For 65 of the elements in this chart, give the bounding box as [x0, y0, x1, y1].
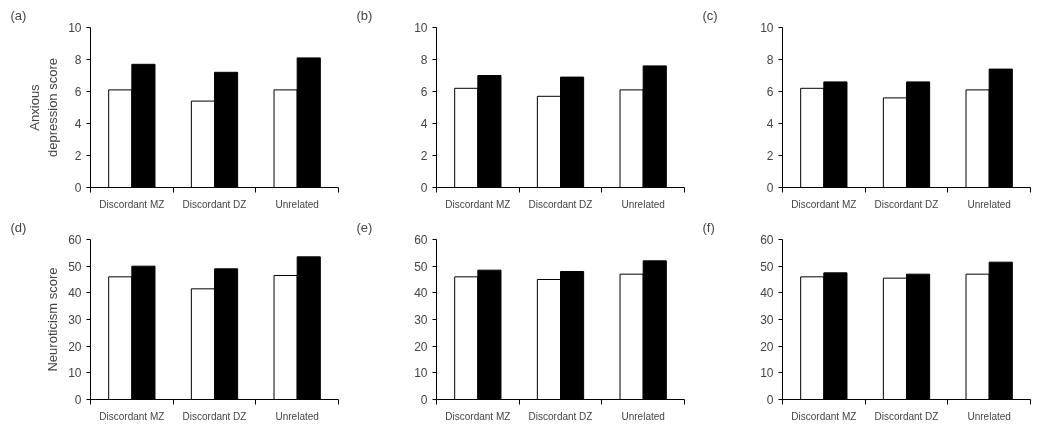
y-tick-label: 40 [414, 286, 428, 301]
x-tick-label: Discordant MZ [99, 410, 165, 422]
y-tick-label: 50 [760, 259, 774, 274]
y-axis-title: Anxious depression score [27, 58, 61, 157]
y-tick-label: 4 [766, 117, 774, 131]
y-tick-label: 0 [74, 393, 82, 407]
y-tick-label: 0 [74, 181, 82, 195]
y-tick-label: 50 [68, 259, 82, 274]
y-tick-label: 20 [68, 339, 82, 354]
y-tick-label: 40 [68, 286, 82, 301]
chart-title: (b) [356, 7, 373, 23]
x-tick-label: Discordant DZ [874, 198, 939, 210]
y-tick-label: 10 [760, 21, 774, 35]
y-tick-label: 2 [74, 149, 82, 163]
x-tick-label: Discordant MZ [445, 410, 511, 422]
y-tick-label: 8 [766, 53, 774, 67]
y-tick-label: 6 [420, 85, 428, 99]
chart-title: (a) [10, 7, 27, 23]
x-tick-label: Unrelated [967, 410, 1011, 422]
chart-title: (c) [702, 7, 718, 23]
x-tick-label: Unrelated [275, 198, 319, 210]
y-tick-label: 10 [68, 366, 82, 381]
y-tick-label: 0 [420, 393, 428, 407]
y-tick-label: 60 [414, 233, 428, 247]
chart-title: (d) [10, 219, 27, 235]
y-tick-label: 8 [74, 53, 82, 67]
y-tick-label: 0 [766, 393, 774, 407]
y-tick-label: 50 [414, 259, 428, 274]
y-axis-title: Neuroticism score [45, 267, 61, 372]
chart-title: (f) [702, 219, 715, 235]
x-tick-label: Discordant DZ [182, 410, 247, 422]
x-tick-label: Unrelated [275, 410, 319, 422]
y-tick-label: 10 [414, 366, 428, 381]
y-tick-label: 0 [420, 181, 428, 195]
x-tick-label: Discordant DZ [528, 410, 593, 422]
y-tick-label: 40 [760, 286, 774, 301]
y-tick-label: 30 [760, 313, 774, 327]
y-tick-label: 0 [766, 181, 774, 195]
y-tick-label: 6 [74, 85, 82, 99]
chart-title: (e) [356, 219, 373, 235]
x-tick-label: Discordant MZ [445, 198, 511, 210]
y-tick-label: 10 [414, 21, 428, 35]
x-tick-label: Discordant MZ [99, 198, 165, 210]
y-tick-label: 2 [420, 149, 428, 163]
x-tick-label: Discordant DZ [182, 198, 247, 210]
y-tick-label: 60 [68, 233, 82, 247]
x-tick-label: Discordant DZ [874, 410, 939, 422]
x-tick-label: Unrelated [621, 410, 665, 422]
x-tick-label: Discordant MZ [791, 198, 857, 210]
x-tick-label: Discordant MZ [791, 410, 857, 422]
y-tick-label: 6 [766, 85, 774, 99]
y-tick-label: 4 [420, 117, 428, 131]
y-tick-label: 30 [68, 313, 82, 327]
y-tick-label: 60 [760, 233, 774, 247]
y-tick-label: 4 [74, 117, 82, 131]
x-tick-label: Unrelated [621, 198, 665, 210]
y-tick-label: 20 [414, 339, 428, 354]
x-tick-label: Unrelated [967, 198, 1011, 210]
y-tick-label: 10 [760, 366, 774, 381]
y-tick-label: 2 [766, 149, 774, 163]
y-tick-label: 8 [420, 53, 428, 67]
y-tick-label: 20 [760, 339, 774, 354]
x-tick-label: Discordant DZ [528, 198, 593, 210]
y-tick-label: 10 [68, 21, 82, 35]
y-tick-label: 30 [414, 313, 428, 327]
